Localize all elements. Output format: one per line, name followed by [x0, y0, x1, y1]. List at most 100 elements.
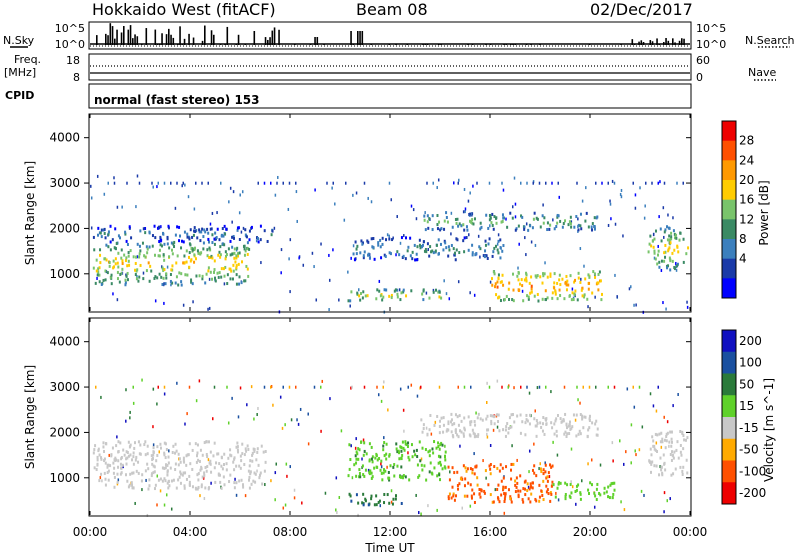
data-cell	[497, 251, 500, 255]
data-cell	[457, 181, 459, 185]
nsky-bar	[183, 38, 186, 45]
data-cell	[526, 489, 529, 493]
data-cell	[471, 218, 474, 222]
data-cell	[125, 419, 127, 423]
data-cell	[137, 440, 140, 444]
data-cell	[203, 228, 206, 232]
data-cell	[546, 296, 549, 300]
data-cell	[564, 492, 567, 496]
data-cell	[577, 223, 580, 227]
data-cell	[90, 196, 93, 200]
data-cell	[228, 480, 231, 484]
data-cell	[166, 242, 169, 246]
data-cell	[374, 456, 377, 460]
data-cell	[579, 401, 581, 405]
data-cell	[668, 256, 671, 260]
data-cell	[362, 254, 365, 258]
data-cell	[660, 239, 663, 243]
data-cell	[530, 287, 533, 291]
data-cell	[411, 250, 414, 254]
data-cell	[238, 479, 241, 483]
data-cell	[586, 435, 589, 439]
colorbar-cell	[722, 219, 736, 240]
colorbar-frame	[721, 120, 737, 299]
data-cell	[103, 449, 106, 453]
data-cell	[359, 298, 362, 302]
data-cell	[458, 429, 461, 433]
data-cell	[182, 240, 185, 244]
data-cell	[376, 288, 379, 292]
data-cell	[607, 223, 610, 227]
data-cell	[457, 385, 459, 389]
data-cell	[496, 280, 499, 284]
data-cell	[421, 446, 424, 450]
data-cell	[626, 387, 629, 391]
data-cell	[585, 186, 587, 190]
data-cell	[422, 427, 425, 431]
data-cell	[107, 469, 110, 473]
data-cell	[463, 494, 466, 498]
data-cell	[668, 226, 671, 230]
data-cell	[465, 225, 468, 229]
data-cell	[584, 415, 587, 419]
data-cell	[455, 494, 458, 498]
data-cell	[668, 238, 671, 242]
data-cell	[458, 178, 460, 182]
data-cell	[454, 413, 457, 417]
data-cell	[207, 458, 210, 462]
data-cell	[174, 206, 177, 210]
data-cell	[686, 300, 688, 304]
data-cell	[587, 287, 590, 291]
data-cell	[559, 283, 562, 287]
data-cell	[216, 271, 219, 275]
data-cell	[135, 277, 138, 281]
data-cell	[581, 294, 584, 298]
data-cell	[450, 418, 453, 422]
data-cell	[211, 256, 214, 260]
data-cell	[473, 500, 476, 504]
data-cell	[135, 455, 138, 459]
data-cell	[658, 215, 660, 219]
x-axis-label: Time UT	[364, 541, 415, 554]
data-cell	[99, 476, 102, 480]
data-cell	[450, 232, 452, 236]
data-cell	[483, 255, 486, 259]
data-cell	[223, 452, 226, 456]
data-cell	[145, 245, 148, 249]
data-cell	[676, 181, 678, 185]
data-cell	[608, 496, 611, 500]
data-cell	[443, 279, 445, 283]
data-cell	[649, 234, 652, 238]
data-cell	[204, 230, 207, 234]
freq-tick-top: 18	[66, 54, 80, 67]
data-cell	[416, 463, 419, 467]
data-cell	[450, 243, 453, 247]
data-cell	[533, 294, 536, 298]
data-cell	[132, 486, 135, 490]
data-cell	[548, 475, 551, 479]
data-cell	[388, 294, 391, 298]
data-cell	[588, 281, 591, 285]
data-cell	[649, 447, 652, 451]
data-cell	[187, 195, 190, 199]
data-cell	[567, 283, 570, 287]
data-cell	[499, 280, 502, 284]
data-cell	[384, 469, 387, 473]
data-cell	[666, 420, 669, 424]
data-cell	[529, 500, 532, 504]
data-cell	[464, 207, 467, 211]
data-cell	[402, 446, 405, 450]
data-cell	[556, 221, 559, 225]
power-data	[90, 174, 690, 314]
data-cell	[104, 278, 107, 282]
data-cell	[380, 399, 383, 403]
data-cell	[463, 236, 466, 240]
data-cell	[172, 478, 175, 482]
data-cell	[117, 440, 120, 444]
data-cell	[361, 242, 364, 246]
data-cell	[552, 218, 554, 222]
data-cell	[663, 230, 666, 234]
data-cell	[158, 225, 161, 229]
data-cell	[551, 426, 554, 430]
data-cell	[410, 289, 413, 293]
